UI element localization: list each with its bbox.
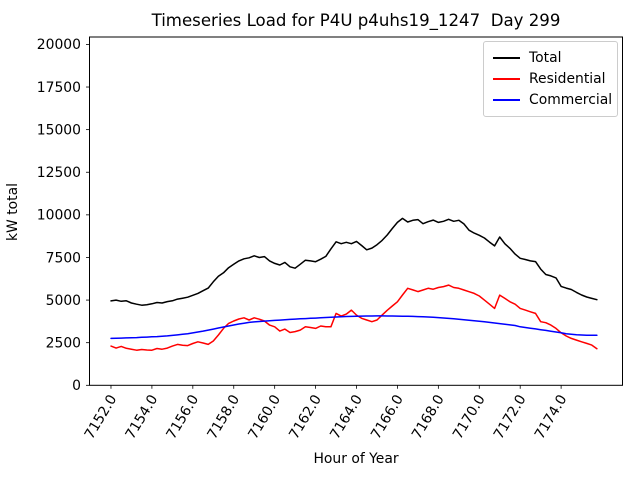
- x-tick-label: 7152.0: [82, 392, 121, 442]
- y-tick-label: 10000: [37, 208, 81, 224]
- chart-title: Timeseries Load for P4U p4uhs19_1247 Day…: [151, 11, 561, 30]
- x-axis-label: Hour of Year: [313, 451, 399, 467]
- y-tick-label: 17500: [37, 80, 81, 96]
- legend-label-total: Total: [529, 49, 562, 66]
- x-tick-label: 7166.0: [368, 392, 407, 442]
- x-tick-label: 7158.0: [204, 392, 243, 442]
- y-tick-label: 7500: [46, 250, 81, 266]
- x-tick-label: 7164.0: [327, 392, 366, 442]
- y-tick-label: 12500: [37, 165, 81, 181]
- legend-label-commercial: Commercial: [529, 91, 613, 108]
- x-tick-label: 7172.0: [491, 392, 530, 442]
- x-tick-label: 7162.0: [286, 392, 325, 442]
- x-tick-label: 7168.0: [409, 392, 448, 442]
- y-axis-label: kW total: [5, 183, 21, 241]
- y-tick-label: 5000: [46, 293, 81, 309]
- y-tick-label: 0: [72, 378, 81, 394]
- legend-item-total: Total: [493, 47, 609, 68]
- legend-label-residential: Residential: [529, 70, 606, 87]
- x-tick-label: 7160.0: [245, 392, 284, 442]
- legend-line-total: [493, 56, 520, 59]
- legend-line-residential: [493, 77, 520, 80]
- x-tick-label: 7174.0: [532, 392, 571, 442]
- legend-item-residential: Residential: [493, 68, 609, 89]
- y-tick-label: 20000: [37, 37, 81, 53]
- series-line-residential: [110, 284, 598, 351]
- x-tick-label: 7156.0: [164, 392, 203, 442]
- y-tick-label: 15000: [37, 122, 81, 138]
- legend: Total Residential Commercial: [483, 41, 618, 117]
- legend-item-commercial: Commercial: [493, 89, 613, 110]
- series-line-commercial: [110, 315, 598, 340]
- legend-line-commercial: [493, 98, 520, 101]
- axes-frame: [89, 36, 623, 386]
- x-tick-label: 7170.0: [450, 392, 489, 442]
- x-tick-label: 7154.0: [123, 392, 162, 442]
- y-tick-label: 2500: [46, 335, 81, 351]
- series-line-total: [110, 217, 598, 306]
